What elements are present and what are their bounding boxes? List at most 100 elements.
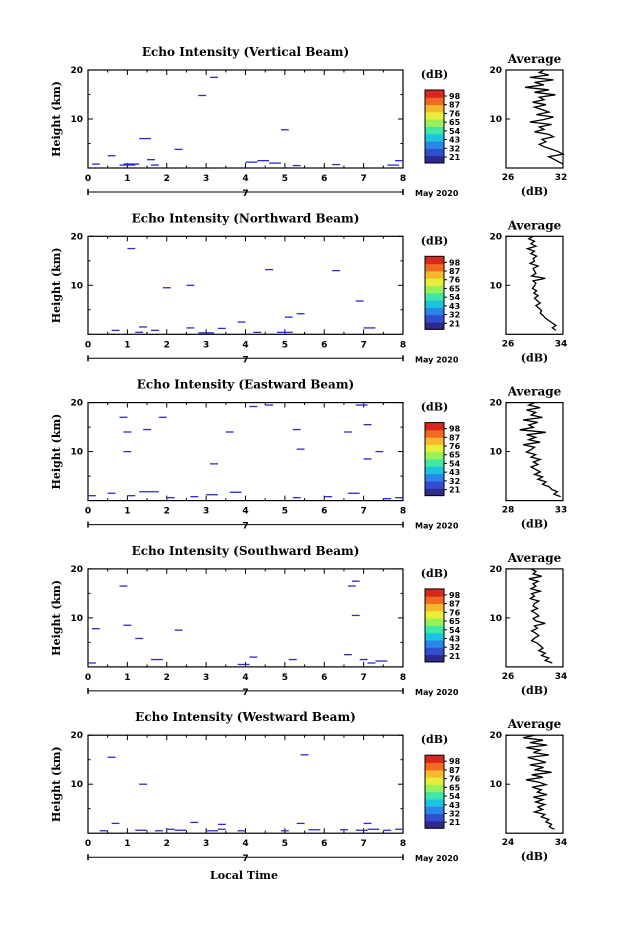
colorbar-tick-label: 32 — [449, 311, 460, 320]
colorbar-segment — [425, 632, 444, 641]
x-tick-label: 4 — [242, 839, 248, 849]
day-marker: 7 — [242, 522, 248, 532]
colorbar-tick-label: 98 — [449, 591, 461, 600]
x-tick-label: 1 — [124, 340, 130, 350]
colorbar-tick-label: 32 — [449, 144, 460, 153]
colorbar-segment — [425, 755, 444, 763]
colorbar-unit: (dB) — [421, 68, 448, 81]
average-x-tick-label: 34 — [555, 339, 568, 349]
average-y-tick-label: 20 — [489, 66, 502, 76]
average-title: Average — [507, 52, 562, 66]
panel-2: Echo Intensity (Eastward Beam) 0 1 2 3 4 5 6 7 8 1… — [50, 378, 567, 532]
panel-0: Echo Intensity (Vertical Beam) 0 1 2 3 4 5 6 7 8 1… — [50, 45, 567, 199]
colorbar-segment — [425, 285, 444, 294]
day-marker: 7 — [242, 854, 248, 864]
x-tick-label: 6 — [321, 673, 327, 683]
x-tick-label: 6 — [321, 340, 327, 350]
colorbar-segment — [425, 119, 444, 127]
x-tick-label: 2 — [164, 507, 170, 517]
colorbar-segment — [425, 784, 444, 793]
average-profile-line — [528, 568, 553, 664]
colorbar-segment — [425, 314, 444, 323]
plot-frame — [87, 235, 404, 335]
colorbar-segment — [425, 820, 444, 829]
colorbar-segment — [425, 588, 444, 597]
day-marker: 7 — [242, 189, 248, 199]
average-y-tick-label: 10 — [489, 780, 502, 790]
colorbar-segment — [425, 618, 444, 626]
x-tick-label: 7 — [360, 340, 366, 350]
panel-3: Echo Intensity (Southward Beam)0 1 2 3 4 5 6 7 8… — [50, 544, 567, 698]
colorbar-tick-label: 87 — [449, 267, 460, 276]
x-tick-label: 6 — [321, 507, 327, 517]
y-tick-label: 20 — [70, 232, 83, 242]
panel-title: Echo Intensity (Eastward Beam) — [137, 378, 354, 392]
colorbar-tick-label: 65 — [449, 451, 461, 460]
x-tick-label: 8 — [400, 839, 406, 849]
x-tick-label: 7 — [360, 673, 366, 683]
colorbar-tick-label: 54 — [449, 293, 461, 302]
x-tick-label: 6 — [321, 839, 327, 849]
average-y-tick-label: 20 — [489, 565, 502, 575]
colorbar-tick-label: 98 — [449, 258, 461, 267]
colorbar-segment — [425, 777, 444, 785]
colorbar-tick-label: 43 — [449, 468, 460, 477]
colorbar-tick-label: 21 — [449, 319, 461, 328]
colorbar-tick-label: 76 — [449, 276, 461, 285]
x-tick-label: 5 — [282, 673, 288, 683]
colorbar-segment — [425, 429, 444, 438]
average-x-tick-label: 34 — [555, 672, 568, 682]
y-axis-label: Height (km) — [50, 81, 63, 157]
average-title: Average — [507, 717, 562, 731]
colorbar-segment — [425, 148, 444, 157]
colorbar-segment — [425, 769, 444, 778]
y-tick-label: 20 — [70, 66, 83, 76]
x-tick-label: 5 — [282, 507, 288, 517]
y-tick-label: 20 — [70, 731, 83, 741]
x-tick-label: 5 — [282, 174, 288, 184]
average-profile-line — [522, 734, 555, 830]
x-tick-label: 7 — [360, 839, 366, 849]
colorbar-tick-label: 65 — [449, 118, 461, 127]
average-x-tick-label: 26 — [502, 339, 515, 349]
colorbar-segment — [425, 466, 444, 475]
y-axis-label: Height (km) — [50, 414, 63, 490]
colorbar-segment — [425, 141, 444, 149]
average-y-tick-label: 10 — [489, 448, 502, 458]
date-label: May 2020 — [415, 355, 459, 364]
x-tick-label: 5 — [282, 839, 288, 849]
x-tick-label: 8 — [400, 174, 406, 184]
x-tick-label: 2 — [164, 174, 170, 184]
y-tick-label: 10 — [70, 614, 83, 624]
average-x-tick-label: 32 — [555, 173, 568, 183]
x-axis-label: Local Time — [210, 869, 278, 882]
colorbar-frame — [424, 89, 445, 164]
date-label: May 2020 — [415, 854, 459, 863]
y-axis-label: Height (km) — [50, 580, 63, 656]
average-y-tick-label: 10 — [489, 115, 502, 125]
average-x-tick-label: 34 — [555, 838, 568, 848]
x-tick-label: 8 — [400, 673, 406, 683]
x-tick-label: 6 — [321, 174, 327, 184]
average-y-tick-label: 20 — [489, 232, 502, 242]
plot-frame — [87, 734, 404, 834]
colorbar-segment — [425, 481, 444, 489]
panel-title: Echo Intensity (Westward Beam) — [135, 710, 356, 724]
colorbar-segment — [425, 126, 444, 135]
colorbar-segment — [425, 133, 444, 142]
y-tick-label: 10 — [70, 281, 83, 291]
colorbar-segment — [425, 263, 444, 272]
x-tick-label: 5 — [282, 340, 288, 350]
colorbar-segment — [425, 104, 444, 113]
average-x-unit: (dB) — [521, 684, 548, 697]
x-tick-label: 8 — [400, 340, 406, 350]
x-tick-label: 0 — [85, 839, 91, 849]
average-x-unit: (dB) — [521, 518, 548, 531]
colorbar-unit: (dB) — [421, 567, 448, 580]
average-frame — [505, 69, 564, 169]
average-y-tick-label: 20 — [489, 399, 502, 409]
average-title: Average — [507, 218, 562, 232]
colorbar-segment — [425, 459, 444, 467]
colorbar-segment — [425, 437, 444, 445]
x-tick-label: 1 — [124, 839, 130, 849]
